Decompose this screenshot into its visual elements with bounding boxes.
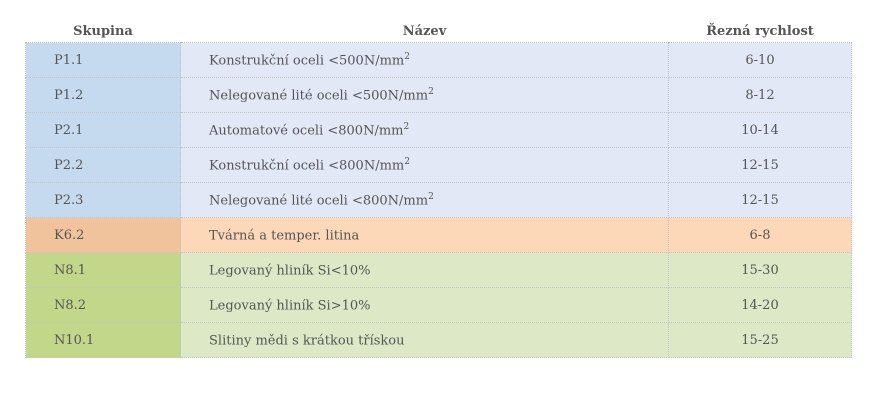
table-row: P2.1 Automatové oceli <800N/mm2 10-14 (25, 112, 852, 148)
name-cell: Konstrukční oceli <800N/mm2 (180, 147, 669, 183)
material-name: Automatové oceli <800N/mm (209, 123, 404, 139)
table-row: P1.1 Konstrukční oceli <500N/mm2 6-10 (25, 42, 852, 78)
group-cell: N8.2 (25, 287, 181, 323)
group-code: N8.1 (54, 262, 87, 278)
name-cell: Automatové oceli <800N/mm2 (180, 112, 669, 148)
group-code: N10.1 (54, 332, 95, 348)
speed-cell: 6-8 (668, 217, 852, 253)
material-name: Konstrukční oceli <800N/mm (209, 158, 405, 174)
speed-value: 15-25 (741, 332, 779, 348)
superscript: 2 (428, 191, 434, 202)
material-name: Tvárná a temper. litina (209, 228, 360, 244)
header-row: Skupina Název Řezná rychlost (25, 21, 852, 43)
group-cell: P1.2 (25, 77, 181, 113)
speed-value: 12-15 (741, 157, 779, 173)
name-cell: Slitiny mědi s krátkou třískou (180, 322, 669, 358)
group-code: K6.2 (54, 227, 85, 243)
name-cell: Nelegované lité oceli <800N/mm2 (180, 182, 669, 218)
group-code: N8.2 (54, 297, 87, 313)
group-code: P2.1 (54, 122, 84, 138)
superscript: 2 (428, 86, 434, 97)
table-row: P2.3 Nelegované lité oceli <800N/mm2 12-15 (25, 182, 852, 218)
group-code: P1.2 (54, 87, 84, 103)
material-name: Nelegované lité oceli <500N/mm (209, 88, 429, 104)
speed-cell: 15-30 (668, 252, 852, 288)
name-cell: Konstrukční oceli <500N/mm2 (180, 42, 669, 78)
material-name: Konstrukční oceli <500N/mm (209, 53, 405, 69)
group-code: P2.3 (54, 192, 84, 208)
group-cell: P2.1 (25, 112, 181, 148)
material-name: Slitiny mědi s krátkou třískou (209, 333, 405, 349)
table-row: K6.2 Tvárná a temper. litina 6-8 (25, 217, 852, 253)
name-cell: Legovaný hliník Si<10% (180, 252, 669, 288)
speed-cell: 8-12 (668, 77, 852, 113)
superscript: 2 (404, 51, 410, 62)
table-row: P1.2 Nelegované lité oceli <500N/mm2 8-12 (25, 77, 852, 113)
table-row: N10.1 Slitiny mědi s krátkou třískou 15-25 (25, 322, 852, 358)
superscript: 2 (403, 121, 410, 132)
speed-value: 15-30 (741, 262, 779, 278)
group-code: P1.1 (54, 52, 84, 68)
group-cell: P2.2 (25, 147, 181, 183)
group-cell: K6.2 (25, 217, 181, 253)
header-speed: Řezná rychlost (668, 21, 852, 43)
group-cell: N8.1 (25, 252, 181, 288)
speed-cell: 12-15 (668, 182, 852, 218)
header-group: Skupina (25, 21, 181, 43)
material-name: Legovaný hliník Si>10% (209, 298, 371, 314)
table-row: P2.2 Konstrukční oceli <800N/mm2 12-15 (25, 147, 852, 183)
speed-cell: 12-15 (668, 147, 852, 183)
name-cell: Legovaný hliník Si>10% (180, 287, 669, 323)
group-cell: P2.3 (25, 182, 181, 218)
material-name: Nelegované lité oceli <800N/mm (209, 193, 429, 209)
speed-cell: 15-25 (668, 322, 852, 358)
speed-value: 6-10 (745, 52, 775, 68)
speed-cell: 6-10 (668, 42, 852, 78)
material-name: Legovaný hliník Si<10% (209, 263, 371, 279)
speed-value: 14-20 (741, 297, 779, 313)
speed-cell: 10-14 (668, 112, 852, 148)
name-cell: Nelegované lité oceli <500N/mm2 (180, 77, 669, 113)
speed-value: 10-14 (741, 122, 779, 138)
speed-value: 12-15 (741, 192, 779, 208)
name-cell: Tvárná a temper. litina (180, 217, 669, 253)
table-row: N8.1 Legovaný hliník Si<10% 15-30 (25, 252, 852, 288)
speed-value: 8-12 (745, 87, 775, 103)
superscript: 2 (404, 156, 410, 167)
table-row: N8.2 Legovaný hliník Si>10% 14-20 (25, 287, 852, 323)
header-name: Název (180, 21, 669, 43)
speed-value: 6-8 (749, 227, 771, 243)
group-code: P2.2 (54, 157, 84, 173)
group-cell: N10.1 (25, 322, 181, 358)
speed-cell: 14-20 (668, 287, 852, 323)
group-cell: P1.1 (25, 42, 181, 78)
cutting-speed-table: Skupina Název Řezná rychlost P1.1 Konstru… (25, 21, 852, 358)
